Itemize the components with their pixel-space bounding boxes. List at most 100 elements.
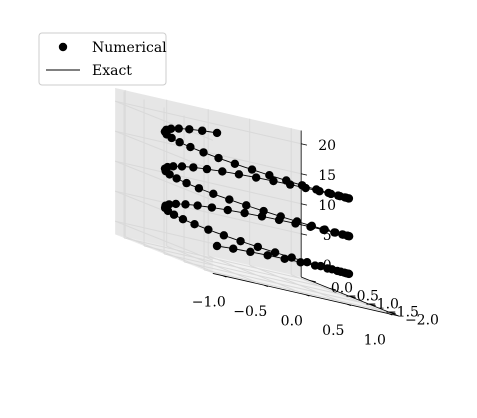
numerical-point	[175, 138, 184, 147]
numerical-point	[181, 200, 190, 209]
z-tick-mark	[301, 173, 308, 176]
numerical-point	[171, 199, 181, 209]
numerical-point	[185, 125, 194, 134]
y-tick-label: −2.0	[405, 312, 439, 328]
x-tick-mark	[347, 303, 352, 307]
z-tick-mark	[301, 203, 308, 206]
axes-grid	[115, 90, 391, 315]
tick-labels: −1.0−0.50.00.51.00.0−0.5−1.0−1.5−2.00510…	[192, 138, 439, 349]
numerical-point	[214, 153, 223, 163]
x-tick-label: 0.0	[281, 314, 303, 330]
numerical-point	[287, 253, 296, 262]
numerical-point	[194, 184, 204, 193]
grid-line-z-back	[115, 160, 302, 205]
z-tick-label: 20	[318, 138, 336, 154]
numerical-point	[247, 165, 257, 174]
z-tick-mark	[301, 233, 308, 236]
numerical-point	[225, 195, 234, 204]
numerical-point	[172, 174, 181, 183]
numerical-point	[207, 203, 217, 212]
y-tick-mark	[349, 296, 356, 299]
numerical-point	[251, 173, 261, 182]
grid-line-z-left	[115, 130, 214, 171]
numerical-point	[336, 267, 345, 276]
numerical-point	[280, 254, 289, 264]
z-tick-label: 10	[318, 198, 336, 214]
numerical-point	[263, 251, 272, 260]
y-tick-mark	[389, 312, 396, 315]
numerical-point	[333, 191, 343, 200]
z-tick-label: 5	[323, 228, 332, 244]
numerical-point	[218, 167, 227, 176]
grid-line-z-left	[115, 160, 214, 201]
grid-line-y-floor	[143, 245, 331, 289]
numerical-point	[302, 257, 312, 267]
series-numerical	[160, 124, 354, 279]
numerical-point	[166, 124, 176, 133]
numerical-point	[229, 244, 238, 253]
numerical-point	[178, 214, 188, 224]
x-tick-label: 0.5	[322, 323, 344, 339]
numerical-point	[312, 185, 321, 194]
legend-box	[38, 32, 167, 86]
z-tick-label: 0	[323, 258, 332, 274]
numerical-point	[193, 201, 202, 210]
numerical-point	[242, 201, 251, 210]
grid-line-y-floor	[183, 261, 371, 305]
numerical-point	[320, 225, 329, 234]
y-tick-mark	[329, 288, 336, 291]
numerical-point	[297, 181, 307, 190]
numerical-point	[177, 162, 187, 171]
y-tick-mark	[369, 304, 376, 307]
legend-numerical-label: Numerical	[92, 40, 167, 56]
numerical-point	[276, 212, 285, 221]
numerical-point	[331, 228, 340, 237]
numerical-point	[246, 247, 255, 257]
numerical-point	[182, 178, 191, 188]
numerical-point	[240, 208, 249, 218]
numerical-point	[199, 148, 208, 157]
grid-line-z-back	[115, 100, 302, 145]
numerical-point	[202, 164, 212, 174]
numerical-point	[292, 217, 302, 226]
numerical-point	[197, 126, 207, 135]
grid-line-z-back	[115, 130, 302, 175]
numerical-point	[340, 193, 350, 202]
x-tick-mark	[388, 313, 393, 316]
y-tick-label: −0.5	[345, 288, 379, 304]
numerical-point	[338, 230, 348, 239]
numerical-point	[316, 261, 325, 271]
numerical-point	[219, 231, 229, 240]
numerical-point	[189, 163, 198, 172]
y-tick-label: −1.5	[385, 304, 419, 320]
x-tick-mark	[305, 294, 310, 297]
x-tick-label: 1.0	[364, 333, 386, 349]
x-tick-mark	[264, 284, 269, 288]
x-tick-mark	[222, 275, 227, 278]
grid-line-z-left	[115, 100, 214, 141]
numerical-point	[212, 128, 222, 138]
legend: Numerical Exact	[38, 32, 167, 86]
numerical-point	[270, 248, 280, 257]
legend-numerical-marker	[58, 42, 68, 52]
numerical-point	[164, 200, 174, 209]
grid-line-z-back	[115, 190, 302, 235]
numerical-point	[230, 159, 240, 169]
grid-line-y-floor	[203, 269, 391, 313]
z-tick-label: 15	[318, 168, 336, 184]
numerical-point	[265, 171, 274, 180]
numerical-point	[282, 176, 291, 185]
numerical-point	[324, 188, 333, 198]
numerical-point	[169, 210, 179, 219]
grid-line-y-floor	[123, 237, 311, 281]
numerical-point	[269, 176, 278, 186]
tick-marks	[222, 143, 396, 316]
numerical-point	[186, 142, 195, 152]
x-tick-label: −0.5	[233, 304, 267, 320]
numerical-point	[223, 205, 232, 215]
y-tick-label: −1.0	[365, 296, 399, 312]
numerical-point	[209, 189, 218, 199]
numerical-point	[204, 225, 213, 234]
numerical-point	[234, 170, 244, 179]
numerical-point	[190, 220, 199, 229]
